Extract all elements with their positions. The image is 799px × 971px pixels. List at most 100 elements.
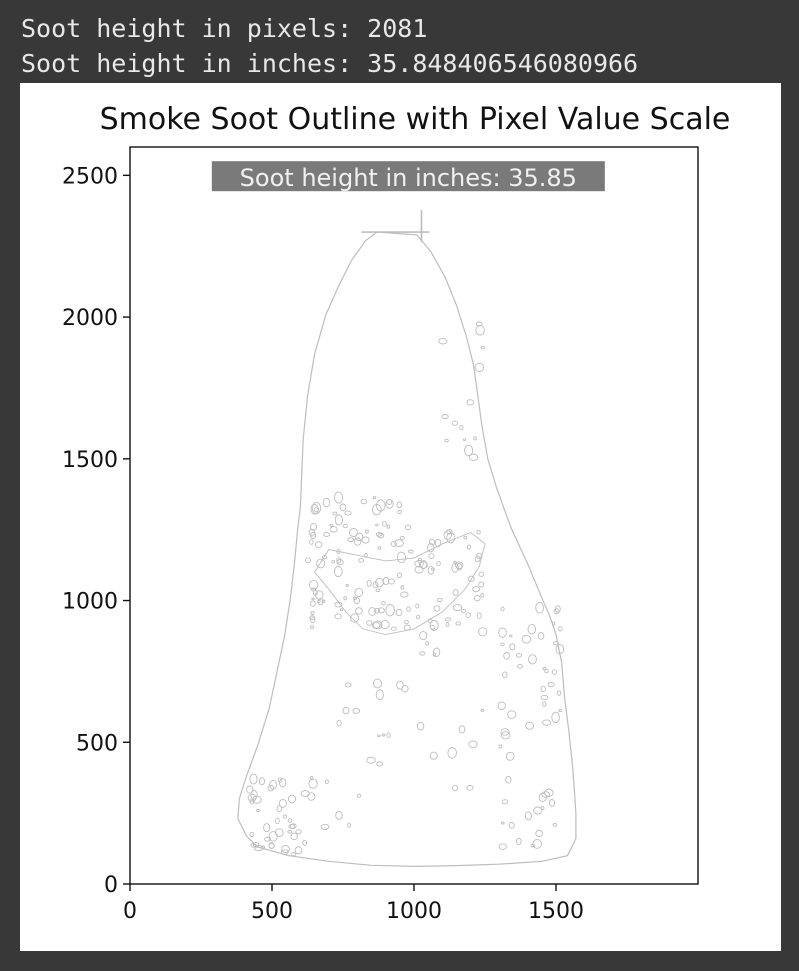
soot-inner-contour — [548, 798, 555, 807]
soot-inner-contour — [451, 420, 458, 426]
soot-inner-contour — [551, 621, 556, 626]
soot-inner-contour — [478, 581, 485, 588]
soot-inner-contour — [307, 792, 316, 801]
soot-inner-contour — [416, 614, 421, 620]
soot-inner-contour — [339, 608, 344, 612]
soot-inner-contour — [329, 523, 334, 527]
soot-inner-contour — [305, 557, 311, 564]
console-line-inches: Soot height in inches: 35.84840654608096… — [21, 49, 639, 78]
soot-inner-contour — [452, 784, 458, 792]
soot-inner-contour — [555, 644, 565, 655]
soot-inner-contour — [261, 845, 265, 849]
y-tick-label: 2000 — [62, 306, 118, 331]
soot-inner-contour — [500, 731, 511, 740]
soot-inner-contour — [505, 775, 512, 784]
y-tick-label: 1000 — [62, 590, 118, 615]
soot-inner-contour — [348, 528, 359, 537]
soot-inner-contour — [498, 627, 507, 638]
soot-inner-contour — [249, 773, 258, 785]
soot-inner-contour — [355, 607, 363, 615]
soot-inner-contour — [446, 529, 453, 535]
soot-inner-contour — [553, 608, 560, 614]
soot-inner-contour — [451, 562, 459, 573]
soot-inner-contour — [342, 706, 350, 715]
soot-inner-contour — [324, 779, 329, 785]
soot-inner-contour — [375, 523, 379, 527]
soot-inner-contour — [397, 572, 403, 579]
soot-inner-contour — [377, 734, 381, 737]
soot-inner-contour — [476, 612, 482, 619]
soot-inner-contour — [432, 652, 437, 657]
soot-outline-chart: Smoke Soot Outline with Pixel Value Scal… — [62, 102, 731, 924]
soot-inner-contour — [537, 632, 545, 640]
height-annotation: Soot height in inches: 35.85 — [211, 161, 605, 192]
soot-inner-contour — [458, 725, 466, 734]
soot-inner-contour — [385, 604, 395, 617]
chart-title: Smoke Soot Outline with Pixel Value Scal… — [100, 102, 731, 137]
plot-frame — [129, 146, 699, 885]
soot-inner-contour — [475, 324, 485, 336]
soot-inner-contour — [342, 523, 348, 529]
y-tick-label: 500 — [76, 731, 118, 756]
soot-inner-contour — [476, 530, 481, 535]
soot-inner-contour — [425, 641, 430, 646]
soot-inner-contour — [500, 821, 505, 825]
soot-inner-contour — [544, 788, 554, 797]
soot-inner-contour — [315, 541, 323, 549]
soot-inner-contour — [452, 604, 463, 612]
y-tick-label: 0 — [104, 873, 118, 898]
soot-inner-contour — [308, 778, 318, 789]
soot-inner-contour — [428, 553, 435, 560]
soot-inner-contour — [455, 621, 461, 626]
soot-inner-contour — [334, 514, 344, 526]
soot-inner-contour — [281, 844, 290, 854]
soot-inner-contour — [372, 620, 383, 630]
soot-inner-contour — [556, 690, 562, 696]
soot-inner-contour — [530, 843, 536, 848]
soot-inner-contour — [336, 719, 342, 727]
soot-inner-contour — [454, 561, 464, 570]
soot-inner-contour — [500, 606, 505, 612]
soot-inner-contour — [395, 608, 403, 617]
soot-inner-contour — [360, 498, 368, 505]
annotation-box — [211, 161, 605, 192]
soot-inner-contour — [498, 843, 507, 850]
soot-inner-contour — [445, 622, 450, 627]
soot-inner-contour — [268, 831, 278, 842]
soot-inner-contour — [287, 830, 293, 834]
soot-inner-contour — [541, 791, 551, 798]
soot-inner-contour — [500, 728, 510, 736]
soot-inner-contour — [350, 613, 360, 623]
soot-inner-contour — [427, 565, 435, 575]
soot-inner-contour — [540, 806, 545, 811]
soot-inner-contour — [381, 520, 387, 527]
soot-inner-contour — [347, 822, 352, 828]
soot-inner-contour — [396, 551, 406, 564]
soot-inner-contour — [381, 733, 386, 737]
soot-outer-contour — [237, 231, 577, 868]
soot-inner-contour — [343, 596, 347, 601]
soot-inner-contour — [372, 496, 377, 500]
soot-inner-contour — [264, 836, 272, 842]
soot-inner-contour — [540, 685, 546, 692]
soot-inner-contour — [405, 524, 411, 531]
soot-inner-contour — [544, 668, 549, 674]
y-tick-label: 1500 — [62, 448, 118, 473]
soot-inner-contour — [438, 337, 448, 345]
soot-inner-contour — [480, 346, 486, 350]
soot-inner-contour — [386, 524, 391, 529]
soot-inner-contour — [386, 732, 391, 738]
soot-inner-contour — [436, 561, 441, 567]
soot-inner-contour — [287, 794, 297, 804]
soot-inner-contour — [476, 552, 482, 559]
soot-inner-contour — [419, 631, 428, 641]
soot-inner-contour — [503, 652, 510, 660]
soot-inner-contour — [528, 654, 537, 665]
soot-inner-contour — [406, 606, 411, 613]
soot-inner-contour — [309, 539, 314, 545]
soot-inner-contour — [310, 600, 316, 607]
soot-inner-contour — [282, 814, 288, 819]
soot-inner-contour — [558, 708, 563, 713]
soot-inner-contour — [335, 811, 343, 820]
soot-inner-contour — [466, 544, 472, 550]
